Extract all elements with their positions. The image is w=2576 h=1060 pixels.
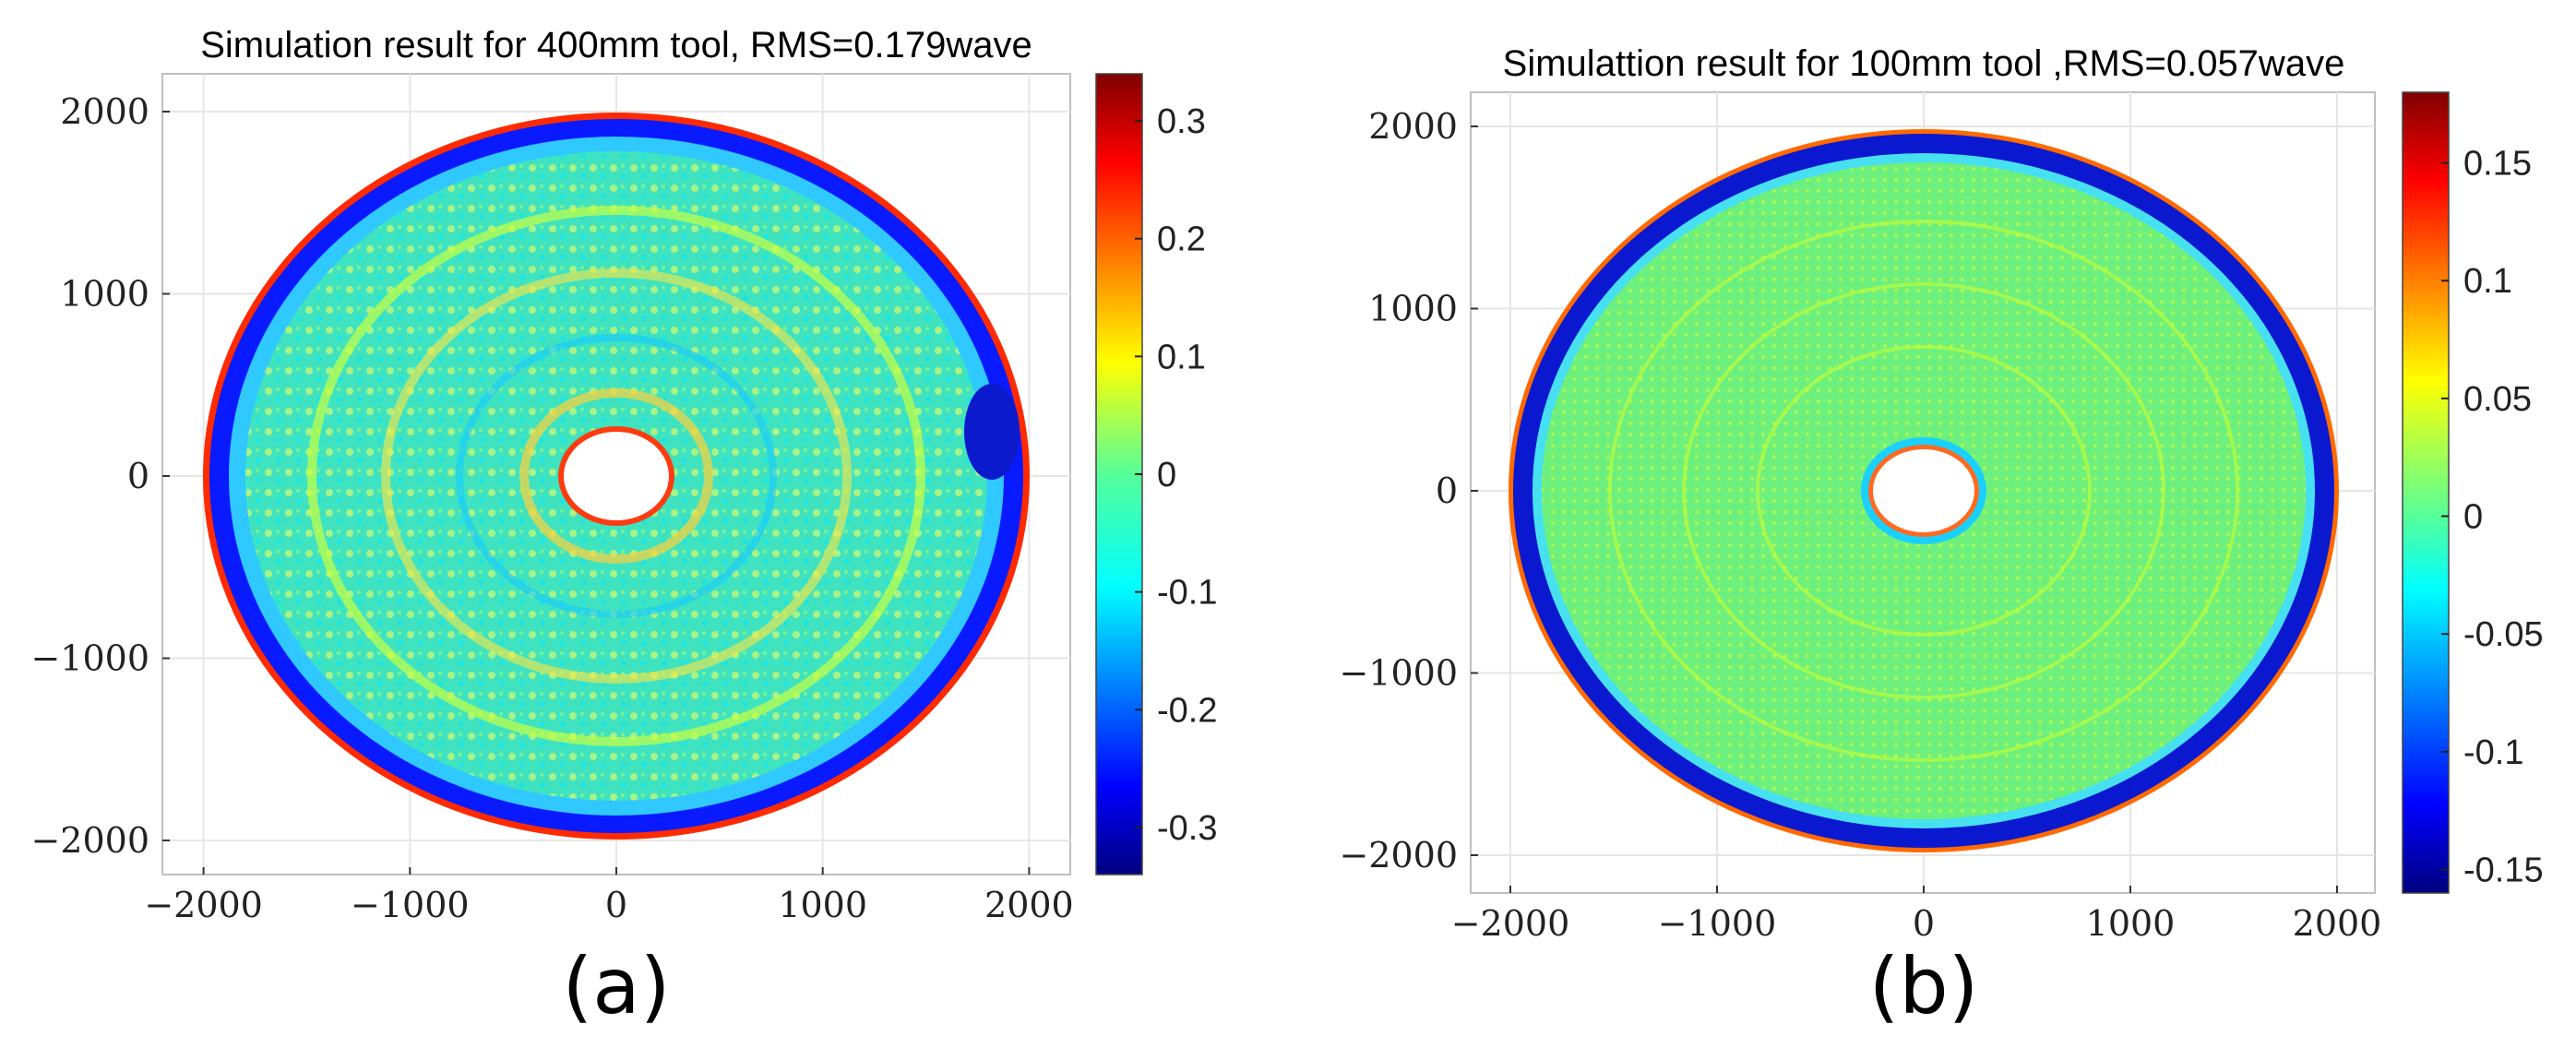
chart-b-x-tick-label: 1000 <box>2086 903 2176 944</box>
chart-b-center-hole <box>1873 449 1974 532</box>
chart-a-ring-4 <box>519 388 713 564</box>
chart-a-center-hole <box>564 432 669 520</box>
chart-b-title: Simulattion result for 100mm tool ,RMS=0… <box>1503 43 2345 84</box>
chart-a-y-ticks: −2000 −1000 0 1000 2000 <box>30 91 170 861</box>
chart-a-y-tick-label: 2000 <box>60 91 149 132</box>
chart-a-surface <box>203 113 1030 840</box>
chart-b-colorbar-tick-label: 0.15 <box>2463 145 2532 184</box>
chart-a-colorbar-tick-label: -0.1 <box>1157 574 1217 613</box>
chart-a-colorbar: 0.3 0.2 0.1 0 -0.1 -0.2 -0.3 <box>1095 73 1217 875</box>
chart-b-colorbar-gradient <box>2402 91 2450 894</box>
chart-b-y-ticks: −2000 −1000 0 1000 2000 <box>1339 106 1478 875</box>
panel-a: Simulation result for 400mm tool, RMS=0.… <box>30 25 1217 1031</box>
chart-b-colorbar-tick-label: -0.05 <box>2463 615 2544 654</box>
chart-a-x-tick-label: −1000 <box>351 885 470 925</box>
chart-b-colorbar-tick-label: -0.15 <box>2463 851 2544 889</box>
chart-a-title: Simulation result for 400mm tool, RMS=0.… <box>200 25 1032 66</box>
panel-a-label: (a) <box>562 941 670 1031</box>
chart-a-colorbar-gradient <box>1095 73 1143 875</box>
chart-b-y-tick-label: −1000 <box>1339 653 1458 694</box>
chart-b-surface <box>1509 129 2339 852</box>
chart-b-colorbar-tick-label: 0.1 <box>2463 262 2512 301</box>
chart-b-ring-2 <box>1682 282 2165 699</box>
panel-b: Simulattion result for 100mm tool ,RMS=0… <box>1339 43 2543 1031</box>
chart-a-y-tick-label: 1000 <box>60 274 149 315</box>
chart-b-colorbar: 0.15 0.1 0.05 0 -0.05 -0.1 -0.15 <box>2402 91 2544 894</box>
chart-a-x-tick-label: −2000 <box>144 885 263 925</box>
chart-b-x-tick-label: −1000 <box>1658 903 1777 944</box>
chart-b-ring-1 <box>1608 220 2239 762</box>
chart-b-colorbar-tick-label: 0.05 <box>2463 380 2532 419</box>
chart-b-colorbar-ticks: 0.15 0.1 0.05 0 -0.05 -0.1 -0.15 <box>2441 145 2544 889</box>
chart-b-y-tick-label: 1000 <box>1368 289 1458 329</box>
chart-b-x-tick-label: 2000 <box>2293 903 2382 944</box>
chart-b-y-tick-label: −2000 <box>1339 835 1458 875</box>
chart-a-y-tick-label: 0 <box>127 456 149 496</box>
chart-a-x-tick-label: 1000 <box>778 885 867 925</box>
chart-a-y-tick-label: −2000 <box>30 820 149 861</box>
chart-a-ring-1 <box>307 206 925 746</box>
chart-b-x-tick-label: 0 <box>1913 903 1935 944</box>
chart-b-y-tick-label: 2000 <box>1368 106 1458 147</box>
chart-a-x-tick-label: 0 <box>605 885 627 925</box>
chart-a-x-ticks: −2000 −1000 0 1000 2000 <box>144 867 1074 925</box>
chart-a-colorbar-tick-label: 0.3 <box>1157 102 1206 141</box>
chart-a-x-tick-label: 2000 <box>984 885 1074 925</box>
chart-a-colorbar-tick-label: 0.2 <box>1157 220 1206 259</box>
chart-a-y-tick-label: −1000 <box>30 638 149 679</box>
chart-b-colorbar-tick-label: -0.1 <box>2463 733 2523 772</box>
chart-a-ring-2 <box>381 268 852 684</box>
chart-b-x-tick-label: −2000 <box>1451 903 1570 944</box>
chart-a-colorbar-tick-label: 0.1 <box>1157 338 1206 376</box>
chart-a-dark-patch <box>964 384 1020 480</box>
chart-a-colorbar-tick-label: -0.3 <box>1157 809 1217 848</box>
chart-b-ring-3 <box>1756 345 2092 637</box>
chart-b-y-tick-label: 0 <box>1436 470 1458 511</box>
chart-a-colorbar-ticks: 0.3 0.2 0.1 0 -0.1 -0.2 -0.3 <box>1135 102 1217 848</box>
chart-b-colorbar-tick-label: 0 <box>2463 498 2483 537</box>
chart-b-x-ticks: −2000 −1000 0 1000 2000 <box>1451 886 2382 944</box>
chart-a-colorbar-tick-label: 0 <box>1157 456 1176 494</box>
chart-a-colorbar-tick-label: -0.2 <box>1157 691 1217 730</box>
panel-b-label: (b) <box>1869 941 1979 1031</box>
chart-a-ring-3 <box>456 334 777 618</box>
